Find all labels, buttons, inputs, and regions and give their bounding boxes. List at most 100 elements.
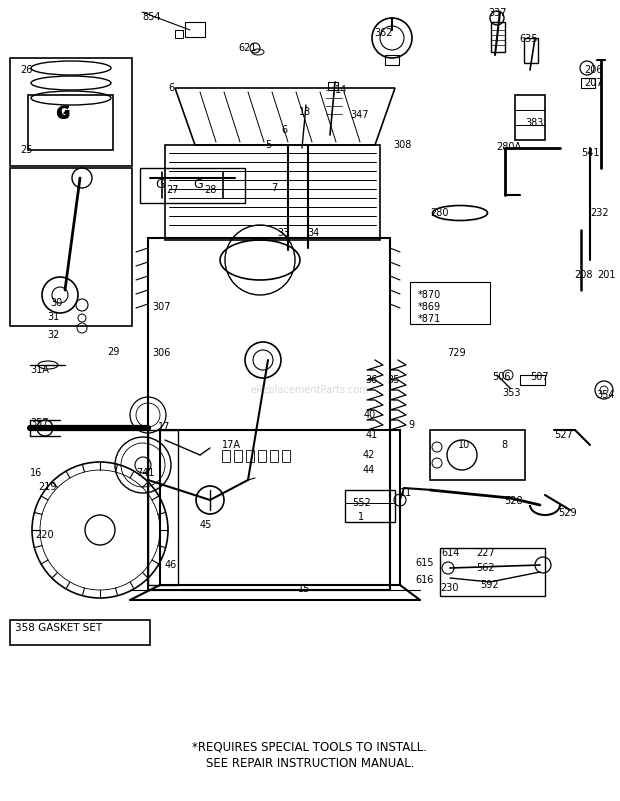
Bar (440, 548, 545, 596)
Text: 506: 506 (492, 372, 510, 382)
Text: 17A: 17A (222, 440, 241, 450)
Text: 527: 527 (554, 430, 573, 440)
Text: 33: 33 (277, 228, 290, 238)
Text: SEE REPAIR INSTRUCTION MANUAL.: SEE REPAIR INSTRUCTION MANUAL. (206, 757, 414, 770)
Text: 7: 7 (271, 183, 277, 193)
Text: 16: 16 (30, 468, 42, 478)
Bar (328, 82, 338, 90)
Text: 15: 15 (298, 584, 311, 594)
Bar (410, 282, 490, 324)
Text: 383: 383 (525, 118, 543, 128)
Text: 13: 13 (299, 107, 311, 117)
Text: 562: 562 (476, 563, 495, 573)
Text: 11: 11 (400, 488, 412, 498)
Text: 207: 207 (584, 78, 603, 88)
Bar (148, 430, 178, 585)
Bar (234, 450, 242, 462)
Bar (520, 375, 545, 385)
Text: *869: *869 (418, 302, 441, 312)
Text: 30: 30 (50, 298, 62, 308)
Bar (140, 168, 245, 203)
Text: 29: 29 (107, 347, 120, 357)
Text: 17: 17 (158, 422, 170, 432)
Text: 14: 14 (335, 85, 347, 95)
Text: 10: 10 (458, 440, 470, 450)
Text: 552: 552 (352, 498, 371, 508)
Text: *REQUIRES SPECIAL TOOLS TO INSTALL.: *REQUIRES SPECIAL TOOLS TO INSTALL. (192, 740, 428, 753)
Bar (345, 490, 395, 522)
Bar (270, 450, 278, 462)
Text: 42: 42 (363, 450, 375, 460)
Bar (28, 95, 113, 150)
Text: 28: 28 (204, 185, 216, 195)
Text: 337: 337 (488, 8, 507, 18)
Text: 34: 34 (307, 228, 319, 238)
Text: 357: 357 (30, 418, 48, 428)
Text: 230: 230 (440, 583, 459, 593)
Text: 26: 26 (20, 65, 32, 75)
Text: 280: 280 (430, 208, 448, 218)
Text: G: G (55, 105, 69, 123)
Bar (491, 22, 505, 52)
Text: 31: 31 (47, 312, 60, 322)
Text: eReplacementParts.com: eReplacementParts.com (250, 385, 370, 395)
Bar (430, 430, 525, 480)
Text: 206: 206 (584, 65, 603, 75)
Text: 307: 307 (152, 302, 171, 312)
Bar (10, 620, 150, 645)
Text: G: G (57, 105, 69, 120)
Text: 9: 9 (408, 420, 414, 430)
Text: 219: 219 (38, 482, 56, 492)
Text: 220: 220 (35, 530, 53, 540)
Text: 208: 208 (574, 270, 593, 280)
Bar (175, 30, 183, 38)
Text: 741: 741 (136, 468, 154, 478)
Text: 46: 46 (165, 560, 177, 570)
Bar (581, 78, 595, 88)
Bar (258, 450, 266, 462)
Text: 306: 306 (152, 348, 171, 358)
Text: 32: 32 (47, 330, 60, 340)
Text: 6: 6 (168, 83, 174, 93)
Bar (524, 38, 538, 63)
Text: 40: 40 (364, 410, 376, 420)
Text: 362: 362 (374, 28, 392, 38)
Text: 201: 201 (597, 270, 616, 280)
Text: 347: 347 (350, 110, 368, 120)
Text: 45: 45 (200, 520, 213, 530)
Bar (10, 168, 132, 326)
Text: 592: 592 (480, 580, 498, 590)
Bar (246, 450, 254, 462)
Bar (10, 58, 132, 166)
Text: 507: 507 (530, 372, 549, 382)
Text: 1: 1 (358, 512, 364, 522)
Bar (222, 450, 230, 462)
Bar (385, 55, 399, 65)
Text: 635: 635 (519, 34, 538, 44)
Text: 27: 27 (166, 185, 179, 195)
Bar (282, 450, 290, 462)
Bar (185, 22, 205, 37)
Text: 528: 528 (504, 496, 523, 506)
Bar (148, 238, 390, 590)
Text: 354: 354 (596, 390, 614, 400)
Text: 358 GASKET SET: 358 GASKET SET (15, 623, 102, 633)
Text: 35: 35 (387, 375, 399, 385)
Bar (160, 430, 400, 585)
Text: 25: 25 (20, 145, 32, 155)
Bar (165, 145, 380, 240)
Text: G: G (155, 178, 165, 191)
Text: 6: 6 (281, 125, 287, 135)
Text: *870: *870 (418, 290, 441, 300)
Text: 5: 5 (265, 140, 272, 150)
Text: 8: 8 (501, 440, 507, 450)
Text: 729: 729 (447, 348, 466, 358)
Text: 41: 41 (366, 430, 378, 440)
Text: 621: 621 (238, 43, 257, 53)
Text: 227: 227 (476, 548, 495, 558)
Text: 541: 541 (581, 148, 600, 158)
Text: 529: 529 (558, 508, 577, 518)
Text: 854: 854 (142, 12, 161, 22)
Text: 31A: 31A (30, 365, 49, 375)
Text: 308: 308 (393, 140, 412, 150)
